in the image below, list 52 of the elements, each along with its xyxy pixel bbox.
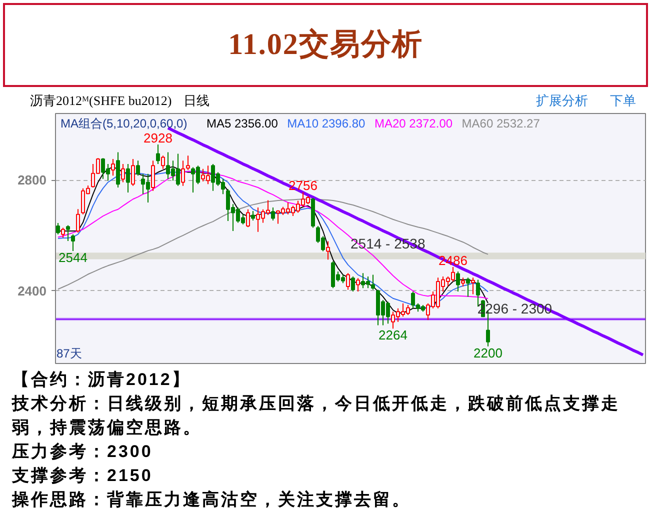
candlestick bbox=[111, 158, 115, 176]
candlestick bbox=[131, 158, 135, 186]
candlestick bbox=[116, 152, 120, 188]
candlestick bbox=[161, 155, 165, 170]
candlestick bbox=[246, 208, 250, 228]
annotation: 2928 bbox=[144, 130, 172, 146]
text: 操作思路：背靠压力逢高沽空，关注支撑去留。 bbox=[12, 489, 412, 511]
candlestick bbox=[346, 272, 350, 290]
candlestick bbox=[156, 144, 160, 164]
candlestick bbox=[371, 274, 375, 290]
candlestick bbox=[251, 210, 255, 221]
candlestick bbox=[456, 270, 460, 292]
text: MA60 2532.27 bbox=[462, 116, 540, 130]
candlestick bbox=[76, 208, 80, 234]
text: 支撑参考：2150 bbox=[12, 465, 154, 487]
candlestick bbox=[56, 222, 60, 235]
chart-subtitle: 沥青2012ᴹ(SHFE bu2012) bbox=[30, 92, 172, 110]
candlestick bbox=[66, 224, 70, 242]
annotation: 2756 bbox=[288, 178, 318, 194]
candlestick bbox=[326, 240, 330, 260]
y-tick-label: 2400 bbox=[18, 283, 46, 298]
line-series bbox=[58, 198, 488, 290]
text: MA5 2356.00 bbox=[206, 116, 278, 130]
legend-title: MA组合(5,10,20,0,60,0) bbox=[60, 116, 188, 130]
candlestick bbox=[181, 160, 185, 186]
candlestick bbox=[476, 279, 480, 308]
text: 日线 bbox=[184, 92, 210, 110]
text: 技术分析：日线级别，短期承压回落，今日低开低走，跌破前低点支撑走弱，持震荡偏空思路。 bbox=[12, 393, 621, 439]
text: MA10 2396.80 bbox=[287, 116, 366, 130]
candlestick bbox=[351, 276, 355, 292]
text: 压力参考：2300 bbox=[12, 441, 154, 463]
candlestick bbox=[271, 206, 275, 221]
text: MA20 2372.00 bbox=[374, 116, 453, 130]
annotation: 2200 bbox=[474, 345, 502, 360]
y-tick-label: 2800 bbox=[18, 172, 46, 188]
candlestick bbox=[471, 277, 475, 295]
candlestick bbox=[466, 277, 470, 298]
candlestick bbox=[136, 160, 140, 176]
candlestick bbox=[126, 163, 130, 193]
text: 【合约：沥青2012】 bbox=[12, 369, 192, 391]
chart-title: 11.02交易分析 bbox=[3, 3, 648, 87]
annotation: 2264 bbox=[378, 328, 408, 343]
candlestick bbox=[151, 160, 155, 192]
candlestick bbox=[71, 234, 75, 252]
annotation: 87天 bbox=[56, 346, 82, 360]
candlestick bbox=[186, 155, 190, 171]
text: 下单 bbox=[610, 92, 636, 110]
text: 扩展分析 bbox=[536, 92, 588, 110]
candlestick bbox=[121, 163, 125, 183]
candlestick bbox=[356, 278, 360, 292]
annotation: 2544 bbox=[58, 250, 88, 265]
candlestick bbox=[61, 227, 65, 238]
